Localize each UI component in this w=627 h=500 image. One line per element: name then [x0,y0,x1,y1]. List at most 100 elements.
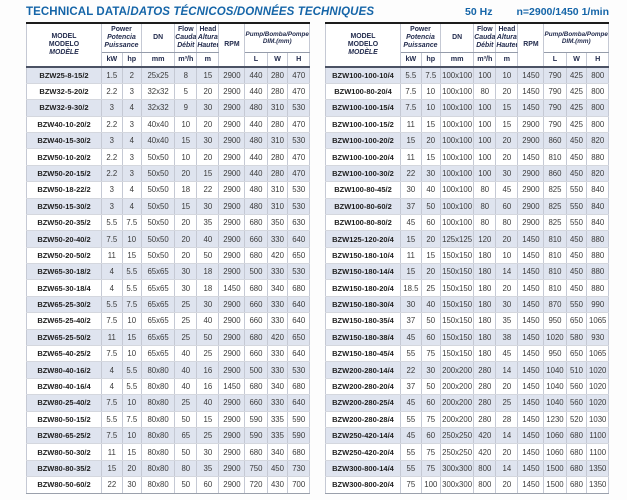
cell-model: BZW150-180-10/4 [325,247,401,265]
cell-value: 480 [244,132,268,150]
cell-value: 680 [244,214,268,232]
cell-model: BZW150-180-14/4 [325,263,401,281]
cell-model: BZW40-15-30/2 [26,132,102,150]
cell-value: 2900 [517,214,545,232]
flow-label-en: Flow [177,26,194,33]
cell-value: 15 [174,198,198,215]
head-label-fr: Hauteur [496,42,517,50]
cell-value: 25 [196,345,220,363]
table-row: BZW300-800-14/4 55 75 300x300 800 14 1450 1500 6… [325,460,609,478]
cell-value: 180 [473,296,497,314]
cell-value: 15 [400,132,422,150]
cell-value: 20 [196,116,220,133]
table-row: BZW100-100-15/4 7.5 10 100x100 100 15 1450 790 4… [325,99,609,117]
dim-unit-label: DIM.(mm) [561,38,591,46]
table-row: BZW80-40-16/4 4 5.5 80x80 40 16 1450 680 340 680 [26,378,310,396]
cell-value: 30 [174,279,198,297]
table-row: BZW80-25-40/2 7.5 10 80x80 25 40 2900 660 330 640 [26,394,310,412]
cell-value: 100 [473,148,497,166]
cell-value: 2900 [218,460,246,478]
cell-value: 55 [400,443,422,461]
cell-value: 250x250 [439,443,475,461]
cell-value: 1020 [586,394,609,412]
table-row: BZW50-20-35/2 5.5 7.5 50x50 20 35 2900 680 350 63… [26,214,310,232]
cell-value: 15 [495,99,519,117]
cell-value: 330 [266,345,289,363]
cell-value: 60 [420,394,441,412]
cell-value: 100x100 [439,165,475,183]
cell-value: 75 [400,476,422,494]
cell-value: 650 [565,345,588,363]
cell-value: 2900 [517,181,545,199]
cell-value: 825 [543,198,567,215]
cell-value: 4 [101,361,123,379]
dim-label: Pump/Bomba/Pompe [245,30,309,38]
cell-value: 50 [420,198,441,215]
cell-value: 10 [121,394,142,412]
cell-value: 530 [287,181,310,199]
cell-value: 300x300 [439,476,475,494]
page-title: TECHNICAL DATA/DATOS TÉCNICOS/DONNÉES TE… [26,6,374,18]
cell-value: 310 [266,198,289,215]
cell-value: 55 [400,460,422,478]
cell-value: 10 [121,312,142,330]
cell-model: BZW200-280-20/4 [325,378,401,396]
cell-value: 790 [543,65,567,84]
cell-value: 340 [266,279,289,297]
cell-value: 1030 [586,411,609,429]
cell-value: 100 [420,476,441,494]
cell-value: 860 [543,132,567,150]
col-head: Head Altura Hauteur [196,23,220,54]
col-dimensions: Pump/Bomba/Pompe DIM.(mm) [543,23,609,54]
cell-value: 280 [473,411,497,429]
cell-model: BZW250-420-14/4 [325,427,401,445]
cell-value: 1450 [517,411,545,429]
cell-value: 5.5 [121,263,142,281]
cell-value: 470 [287,148,310,166]
cell-value: 22 [400,165,422,183]
cell-value: 18 [196,279,220,297]
cell-value: 880 [586,148,609,166]
cell-value: 80x80 [140,427,176,445]
cell-value: 2.2 [101,148,123,166]
cell-value: 1020 [586,378,609,396]
cell-value: 50 [196,247,220,265]
unit-m: m [196,52,220,68]
cell-value: 500 [244,361,268,379]
cell-value: 2900 [218,443,246,461]
cell-value: 80x80 [140,411,176,429]
flow-label-en: Flow [476,26,493,33]
table-row: BZW80-80-35/2 15 20 80x80 80 35 2900 750 450 730 [26,460,310,478]
cell-value: 310 [266,99,289,117]
table-row: BZW50-20-40/2 7.5 10 50x50 20 40 2900 660 330 640 [26,230,310,248]
cell-model: BZW50-10-20/2 [26,148,102,166]
cell-value: 20 [495,230,519,248]
cell-value: 25 [174,296,198,314]
cell-value: 100x100 [439,132,475,150]
cell-value: 425 [565,83,588,101]
col-dimensions: Pump/Bomba/Pompe DIM.(mm) [244,23,310,54]
model-label-es: MODELO [48,40,80,48]
col-dn: DN [140,23,176,54]
cell-model: BZW80-40-16/4 [26,378,102,396]
cell-model: BZW200-280-28/4 [325,411,401,429]
cell-value: 15 [420,247,441,265]
table-row: BZW300-800-20/4 75 100 300x300 800 20 1450 1500… [325,476,609,494]
cell-model: BZW150-180-35/4 [325,312,401,330]
cell-value: 40x40 [140,132,176,150]
cell-value: 530 [287,99,310,117]
cell-value: 2900 [218,296,246,314]
cell-value: 5.5 [101,296,123,314]
col-flow: Flow Caudal Débit [473,23,497,54]
cell-value: 65x65 [140,279,176,297]
cell-value: 280 [473,394,497,412]
table-row: BZW150-180-30/4 30 40 150x150 180 30 1450 870 55… [325,296,609,314]
cell-model: BZW80-50-30/2 [26,443,102,461]
cell-value: 2900 [218,345,246,363]
cell-value: 10 [420,83,441,101]
cell-value: 15 [420,148,441,166]
cell-value: 50x50 [140,165,176,183]
head-label-en: Head [199,26,217,33]
col-power: Power Potencia Puissance [400,23,441,54]
table-row: BZW100-80-60/2 37 50 100x100 80 60 2900 825 550 8… [325,198,609,215]
